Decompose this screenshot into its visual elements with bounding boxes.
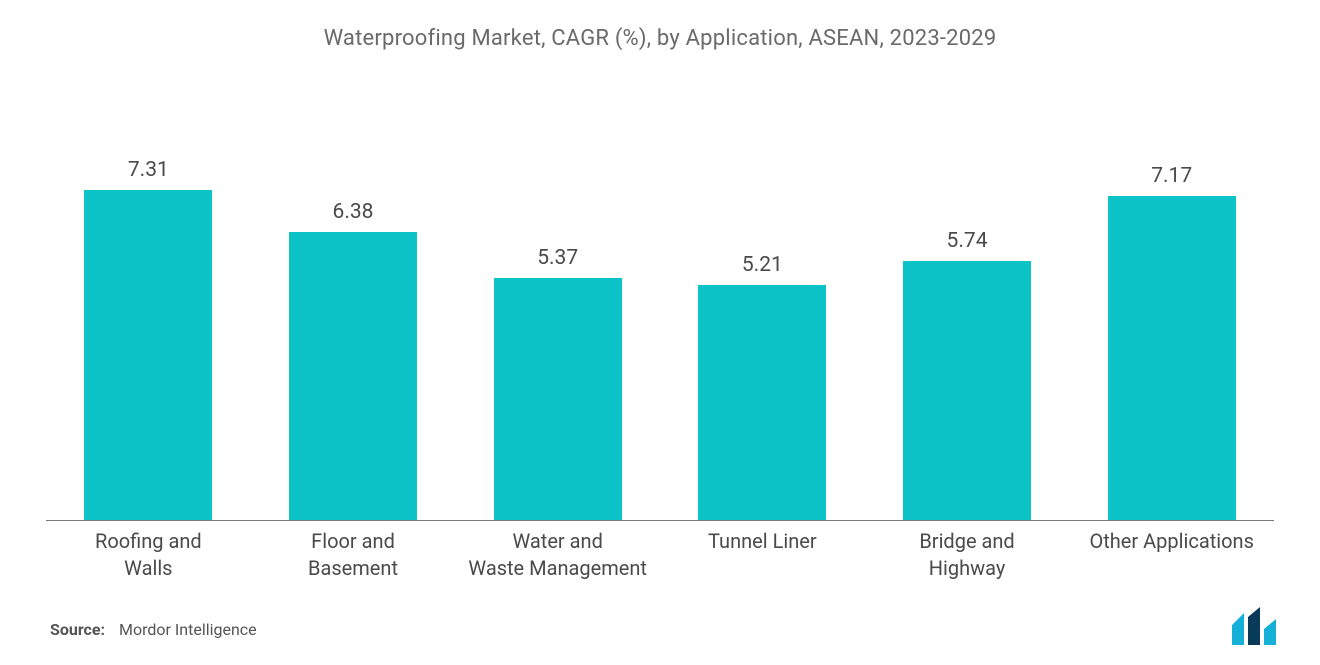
brand-logo bbox=[1230, 607, 1286, 647]
bar-wrap bbox=[251, 140, 456, 520]
source-attribution: Source: Mordor Intelligence bbox=[50, 620, 257, 639]
logo-bars-icon bbox=[1232, 607, 1276, 645]
x-label: Bridge andHighway bbox=[865, 528, 1070, 582]
bar-wrap bbox=[660, 140, 865, 520]
bar-value-label: 7.31 bbox=[46, 158, 251, 190]
source-text: Mordor Intelligence bbox=[119, 620, 257, 639]
x-label: Water andWaste Management bbox=[455, 528, 660, 582]
bar-group: 6.38 bbox=[251, 140, 456, 520]
bar bbox=[494, 278, 622, 520]
x-label-text: Roofing andWalls bbox=[95, 529, 202, 580]
chart-plot-area: 7.31 6.38 5.37 5.21 5.74 7.17 bbox=[46, 140, 1274, 520]
bar-wrap bbox=[46, 140, 251, 520]
bar-wrap bbox=[865, 140, 1070, 520]
x-axis-line bbox=[46, 520, 1274, 521]
x-label: Floor andBasement bbox=[251, 528, 456, 582]
bar bbox=[289, 232, 417, 520]
bar-value-label: 5.21 bbox=[660, 253, 865, 285]
bar bbox=[698, 285, 826, 520]
bar-wrap bbox=[455, 140, 660, 520]
x-label-text: Water andWaste Management bbox=[468, 529, 647, 580]
bar-group: 5.74 bbox=[865, 140, 1070, 520]
bar-group: 5.37 bbox=[455, 140, 660, 520]
bar-value-label: 5.74 bbox=[865, 229, 1070, 261]
bar-group: 5.21 bbox=[660, 140, 865, 520]
x-label-text: Bridge andHighway bbox=[919, 529, 1014, 580]
x-label-text: Tunnel Liner bbox=[708, 529, 817, 553]
bar bbox=[84, 190, 212, 520]
x-label-text: Other Applications bbox=[1089, 529, 1253, 553]
bar-wrap bbox=[1069, 140, 1274, 520]
source-label: Source: bbox=[50, 620, 105, 639]
x-label: Other Applications bbox=[1069, 528, 1274, 582]
x-label: Roofing andWalls bbox=[46, 528, 251, 582]
chart-title: Waterproofing Market, CAGR (%), by Appli… bbox=[0, 0, 1320, 51]
bar-value-label: 7.17 bbox=[1069, 164, 1274, 196]
x-label-text: Floor andBasement bbox=[308, 529, 398, 580]
bar-group: 7.17 bbox=[1069, 140, 1274, 520]
x-axis-labels: Roofing andWalls Floor andBasement Water… bbox=[46, 528, 1274, 582]
bar bbox=[903, 261, 1031, 520]
bar bbox=[1108, 196, 1236, 520]
bar-value-label: 6.38 bbox=[251, 200, 456, 232]
bar-value-label: 5.37 bbox=[455, 246, 660, 278]
x-label: Tunnel Liner bbox=[660, 528, 865, 582]
bar-group: 7.31 bbox=[46, 140, 251, 520]
